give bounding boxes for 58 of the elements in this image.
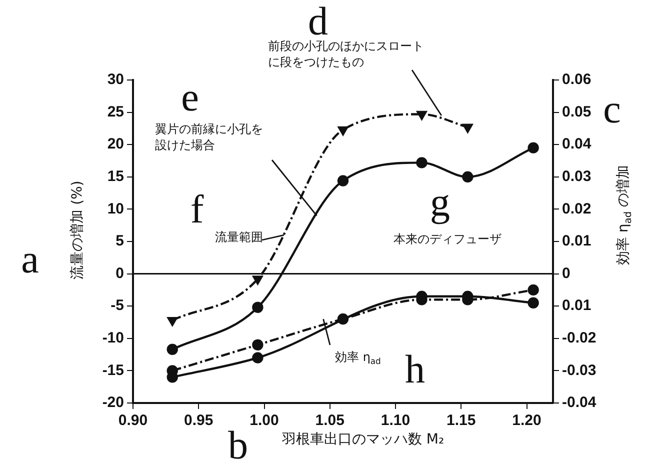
y2-tick-label: 0.05 <box>562 103 592 120</box>
ref-line-label: 本来のディフューザ <box>393 232 502 246</box>
point <box>528 142 539 154</box>
y2-tick-label: -0.03 <box>562 362 596 379</box>
annotation: 翼片の前縁に小孔を設けた場合 <box>155 122 263 152</box>
y2-tick-label: 0.02 <box>562 200 592 218</box>
y-tick-label: 25 <box>107 103 124 120</box>
x-tick-label: 1.10 <box>380 412 410 430</box>
y2-tick-label: 0.04 <box>562 136 592 153</box>
y2-tick-label: 0.06 <box>562 71 592 88</box>
y-tick-label: -10 <box>102 330 124 347</box>
point <box>252 302 264 313</box>
text: c <box>603 86 621 132</box>
point <box>338 126 348 136</box>
point <box>462 171 474 182</box>
x-tick-label: 0.95 <box>184 412 214 430</box>
point <box>167 316 178 326</box>
point <box>252 276 263 285</box>
point <box>416 157 428 168</box>
annotation: h <box>405 346 425 392</box>
y2-tick-label: -0.04 <box>562 394 597 412</box>
y-axis-title: 流量の増加 (%) <box>68 180 86 280</box>
x-tick-label: 1.05 <box>315 412 344 430</box>
x-tick-label: 1.15 <box>446 412 476 430</box>
point <box>528 297 539 308</box>
y-tick-label: -15 <box>102 362 124 379</box>
annotation: f <box>190 186 204 232</box>
text: b <box>228 422 248 468</box>
annotation: g <box>430 180 450 224</box>
text: a <box>21 236 40 282</box>
y-tick-label: 5 <box>116 232 124 250</box>
y2-tick-label: 0.01 <box>562 297 592 314</box>
y-tick-label: 0 <box>116 264 124 282</box>
x-tick-label: 0.90 <box>118 412 148 430</box>
point <box>166 344 178 355</box>
y-tick-label: -20 <box>102 394 124 412</box>
point <box>462 124 473 133</box>
y2-tick-label: 0 <box>562 264 570 282</box>
y-tick-label: 20 <box>107 136 124 153</box>
y2-tick-label: -0.02 <box>562 330 596 347</box>
x-tick-label: 1.20 <box>512 412 542 430</box>
x-axis-title: 羽根車出口のマッハ数 M₂ <box>280 432 444 448</box>
y2-tick-label: 0.03 <box>562 168 592 186</box>
y2-tick-label: 0.01 <box>562 232 592 250</box>
annotation: 流量範囲 <box>215 230 263 244</box>
point <box>252 339 264 350</box>
point <box>416 110 427 120</box>
point <box>337 175 349 186</box>
point <box>337 313 349 325</box>
y-tick-label: 30 <box>107 71 124 88</box>
point <box>528 284 539 296</box>
point <box>252 352 264 364</box>
x-tick-label: 1.00 <box>250 412 279 430</box>
y-tick-label: 10 <box>107 200 124 218</box>
y2-axis-title: 効率 ηad の増加 <box>614 165 634 265</box>
annotation: e <box>181 74 199 120</box>
y-tick-label: -5 <box>110 297 124 314</box>
y-tick-label: 15 <box>107 168 124 186</box>
